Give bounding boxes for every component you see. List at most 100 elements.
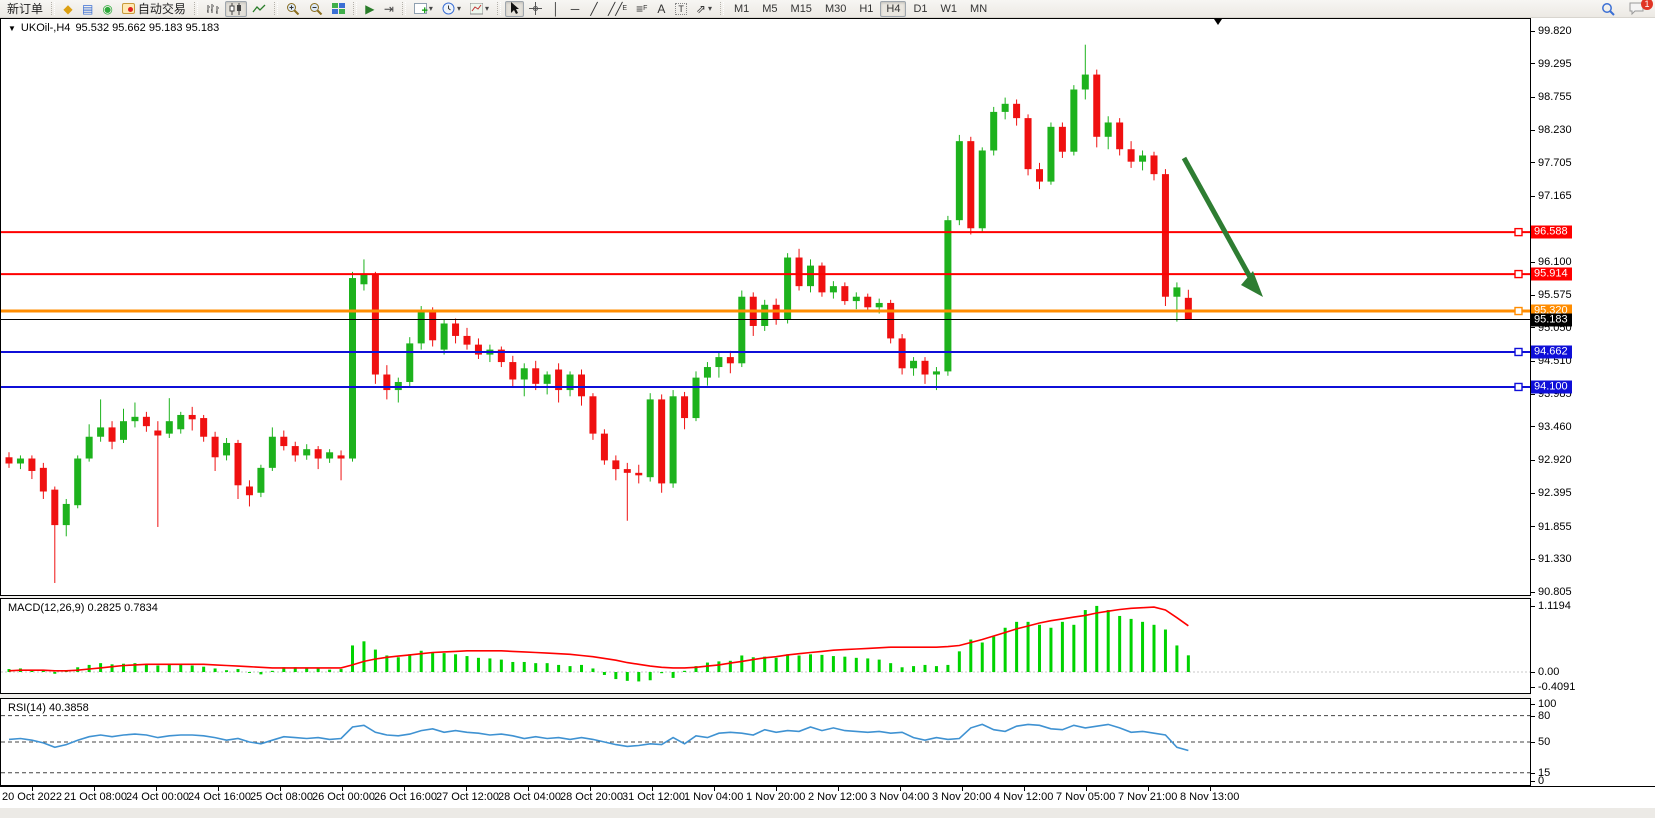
rsi-pane[interactable]: RSI(14) 40.3858 [0, 698, 1531, 786]
time-axis-label: 2 Nov 12:00 [808, 791, 868, 803]
time-axis-label: 28 Oct 20:00 [560, 791, 623, 803]
toolbar-grip [719, 2, 724, 15]
crosshair-button[interactable] [525, 1, 546, 17]
new-order-button[interactable]: 新订单 [7, 2, 44, 16]
macd-label: MACD(12,26,9) 0.2825 0.7834 [8, 602, 158, 614]
time-axis-tick [1148, 787, 1149, 791]
rsi-axis-tick: 0 [1531, 775, 1544, 787]
macd-pane[interactable]: MACD(12,26,9) 0.2825 0.7834 [0, 598, 1531, 694]
time-axis-tick [528, 787, 529, 791]
periods-button[interactable]: ▾ [438, 1, 465, 17]
zoom-in-icon [286, 3, 300, 15]
time-axis-label: 26 Oct 16:00 [374, 791, 437, 803]
time-axis-label: 7 Nov 21:00 [1118, 791, 1178, 803]
vertical-line-button[interactable]: │ [547, 1, 565, 17]
time-axis-label: 4 Nov 12:00 [994, 791, 1054, 803]
line-chart-button[interactable] [248, 1, 270, 17]
auto-trading-button[interactable]: 自动交易 [118, 1, 190, 17]
time-axis-tick [404, 787, 405, 791]
price-axis-tick: 98.755 [1531, 91, 1572, 103]
search-button[interactable] [1597, 1, 1619, 17]
toolbar-grip [401, 2, 406, 15]
toolbar-grip [352, 2, 357, 15]
timeframe-button-w1[interactable]: W1 [940, 2, 958, 15]
fibonacci-button[interactable]: ≡ F [632, 1, 651, 17]
timeframe-button-m1[interactable]: M1 [733, 2, 750, 15]
arrows-button[interactable]: ⇗ ▾ [692, 1, 716, 17]
chart-title: ▼ UKOil-,H4 95.532 95.662 95.183 95.183 [8, 22, 219, 34]
tile-windows-button[interactable] [328, 1, 349, 17]
chart-shift-icon: ⇥ [383, 1, 394, 16]
channel-icon: ╱╱ [607, 1, 623, 16]
time-axis-label: 24 Oct 16:00 [188, 791, 251, 803]
rsi-chart [1, 715, 1530, 774]
cursor-button[interactable] [504, 0, 524, 17]
level-price-label: 94.100 [1531, 380, 1572, 394]
price-axis-tick: 97.705 [1531, 157, 1572, 169]
macd-axis-tick: -0.4091 [1531, 681, 1575, 693]
time-axis-label: 28 Oct 04:00 [498, 791, 561, 803]
profiles-button[interactable]: ◆ [59, 1, 77, 17]
price-axis-tick: 93.460 [1531, 421, 1572, 433]
navigator-button[interactable]: ◉ [98, 1, 116, 17]
time-axis-tick [466, 787, 467, 791]
text-button[interactable]: A [652, 1, 670, 17]
zoom-in-button[interactable] [282, 1, 304, 17]
market-watch-button[interactable]: ▤ [78, 1, 97, 17]
text-label-button[interactable]: T [671, 1, 691, 17]
vertical-line-icon: │ [552, 1, 560, 16]
templates-button[interactable]: ▾ [466, 1, 493, 17]
chevron-down-icon: ▾ [428, 4, 433, 13]
price-axis-tick: 91.330 [1531, 553, 1572, 565]
time-axis-tick [714, 787, 715, 791]
time-axis-tick [838, 787, 839, 791]
channel-button[interactable]: ╱╱ E [604, 1, 631, 17]
chart-shift-button[interactable]: ⇥ [380, 1, 398, 17]
bar-chart-button[interactable] [202, 1, 224, 17]
timeframe-button-m5[interactable]: M5 [762, 2, 778, 15]
price-axis-tick: 90.805 [1531, 586, 1572, 598]
timeframe-button-h4[interactable]: H4 [880, 0, 907, 17]
candlestick-chart [1, 44, 1530, 583]
time-axis-label: 8 Nov 13:00 [1180, 791, 1240, 803]
timeframe-buttons: M1 M5 M15 M30 H1 H4 D1 W1 MN [728, 0, 993, 17]
window-bottom-strip [0, 808, 1655, 818]
template-icon [469, 2, 483, 14]
price-axis-tick: 91.855 [1531, 521, 1572, 533]
trendline-button[interactable]: ╱ [585, 1, 603, 17]
timeframe-button-m15[interactable]: M15 [790, 2, 812, 15]
macd-chart [1, 605, 1530, 682]
chart-title-dropdown-icon[interactable]: ▼ [8, 23, 16, 33]
candlestick-chart-button[interactable] [224, 0, 247, 17]
time-axis[interactable]: 20 Oct 2022 21 Oct 08:00 24 Oct 00:00 24 Oc… [0, 786, 1655, 808]
main-chart-pane[interactable]: ▼ UKOil-,H4 95.532 95.662 95.183 95.183 [0, 18, 1531, 596]
horizontal-line-button[interactable]: ─ [566, 1, 584, 17]
indicators-button[interactable]: ▾ [410, 1, 437, 17]
price-axis[interactable]: 99.820 99.295 98.755 98.230 97.705 97.165 96.1… [1531, 18, 1655, 787]
bar-chart-icon [206, 3, 219, 14]
timeframe-button-d1[interactable]: D1 [913, 2, 928, 15]
time-axis-tick [342, 787, 343, 791]
zoom-out-button[interactable] [305, 1, 327, 17]
chart-ohlc-values: 95.532 95.662 95.183 95.183 [75, 22, 220, 34]
toolbar-right-group: 1 [1597, 0, 1653, 17]
text-label-icon: T [675, 2, 687, 15]
crosshair-icon [528, 2, 542, 15]
time-axis-tick [1024, 787, 1025, 791]
auto-scroll-button[interactable]: ▶ [361, 1, 379, 17]
toolbar-grip [273, 2, 278, 15]
notifications-button[interactable]: 1 [1625, 0, 1653, 17]
time-axis-tick [218, 787, 219, 791]
timeframe-button-m30[interactable]: M30 [824, 2, 847, 15]
level-price-label: 94.662 [1531, 345, 1572, 359]
toolbar: 新订单 ◆ ▤ ◉ 自动交易 ▶ ⇥ ▾ [0, 0, 1655, 18]
timeframe-button-mn[interactable]: MN [970, 2, 988, 15]
time-axis-label: 24 Oct 00:00 [126, 791, 189, 803]
channel-icon-letter: E [622, 5, 628, 12]
clock-icon [442, 2, 455, 15]
timeframe-button-h1[interactable]: H1 [859, 2, 874, 15]
time-axis-tick [1086, 787, 1087, 791]
auto-trading-label: 自动交易 [137, 2, 186, 16]
chevron-down-icon: ▾ [484, 4, 489, 13]
rsi-axis-tick: 80 [1531, 710, 1550, 722]
